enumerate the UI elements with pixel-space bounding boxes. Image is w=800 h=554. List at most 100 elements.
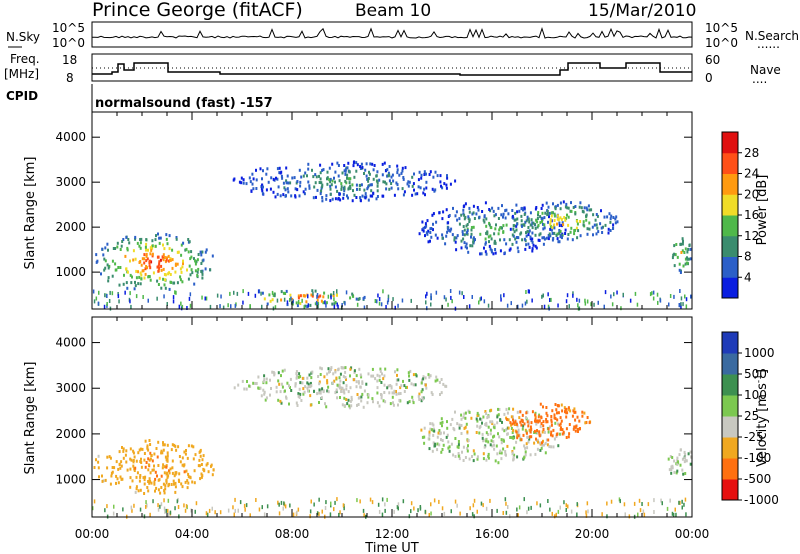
range-gate-cell [681, 249, 684, 253]
range-gate-cell [671, 456, 674, 459]
range-gate-cell [259, 167, 262, 171]
range-gate-cell [527, 217, 530, 221]
range-gate-cell [556, 411, 558, 415]
range-gate-cell [484, 423, 487, 426]
range-gate-cell [395, 382, 398, 386]
range-gate-cell [154, 470, 157, 474]
range-gate-cell [182, 241, 185, 245]
range-gate-cell [518, 505, 521, 510]
range-gate-cell [367, 198, 370, 202]
range-gate-cell [558, 432, 561, 436]
range-gate-cell [205, 248, 208, 252]
range-gate-cell [441, 439, 444, 442]
range-gate-cell [307, 389, 309, 393]
range-gate-cell [337, 164, 340, 167]
colorbar-step [722, 374, 738, 396]
range-gate-cell [387, 298, 390, 303]
range-gate-cell [318, 497, 320, 502]
range-gate-cell [457, 445, 460, 449]
range-gate-cell [477, 208, 480, 212]
range-gate-cell [351, 183, 354, 187]
range-gate-cell [526, 510, 528, 515]
range-gate-cell [320, 299, 323, 303]
range-gate-cell [470, 232, 473, 236]
time-tick-label: 20:00 [575, 527, 610, 541]
range-gate-cell [578, 427, 581, 431]
range-gate-cell [505, 223, 508, 227]
range-gate-cell [198, 458, 201, 462]
range-gate-cell [177, 445, 180, 449]
range-gate-cell [371, 194, 374, 198]
range-gate-cell [534, 415, 537, 419]
range-gate-cell [339, 396, 341, 399]
range-gate-cell [681, 242, 684, 246]
range-gate-cell [309, 381, 312, 385]
range-gate-cell [170, 483, 173, 486]
range-gate-cell [405, 386, 407, 389]
range-gate-cell [263, 378, 266, 381]
range-gate-cell [107, 276, 110, 280]
range-gate-cell [523, 237, 526, 241]
range-gate-cell [390, 186, 393, 190]
range-gate-cell [320, 367, 323, 371]
range-gate-cell [161, 466, 164, 470]
range-gate-cell [384, 502, 386, 507]
range-gate-cell [325, 197, 328, 201]
range-gate-cell [284, 188, 287, 192]
range-gate-cell [107, 279, 110, 283]
range-gate-cell [429, 374, 432, 378]
range-gate-cell [564, 228, 567, 232]
range-gate-cell [148, 264, 151, 268]
range-gate-cell [550, 418, 553, 422]
range-gate-cell [355, 161, 358, 165]
range-gate-cell [327, 294, 330, 299]
range-gate-cell [424, 509, 427, 514]
range-gate-cell [536, 438, 539, 442]
range-gate-cell [121, 446, 123, 449]
range-gate-cell [554, 207, 557, 211]
range-gate-cell [124, 254, 127, 258]
range-gate-cell [343, 187, 346, 191]
range-gate-cell [389, 384, 392, 387]
range-gate-cell [577, 229, 580, 233]
range-gate-cell [673, 470, 676, 474]
range-gate-cell [275, 390, 278, 394]
range-gate-cell [446, 420, 448, 424]
range-gate-cell [168, 287, 171, 291]
nsky-right-tick-top: 10^5 [705, 21, 738, 35]
range-gate-cell [524, 301, 527, 306]
range-gate-cell [299, 375, 302, 379]
range-gate-cell [288, 402, 290, 406]
range-gate-cell [333, 302, 336, 306]
range-gate-cell [557, 422, 559, 426]
range-gate-cell [466, 223, 469, 226]
range-gate-cell [174, 471, 177, 475]
nsky-line [91, 26, 693, 39]
range-gate-cell [472, 225, 475, 229]
range-gate-cell [417, 185, 420, 189]
range-gate-cell [540, 446, 543, 450]
range-gate-cell [199, 477, 202, 481]
range-gate-cell [104, 259, 107, 263]
range-gate-cell [674, 507, 676, 512]
range-gate-cell [347, 161, 350, 165]
range-gate-cell [296, 304, 299, 308]
range-gate-cell [430, 296, 432, 301]
range-gate-cell [139, 474, 142, 477]
range-gate-cell [280, 382, 283, 386]
range-gate-cell [485, 224, 488, 228]
range-gate-cell [574, 205, 577, 208]
range-gate-cell [145, 500, 147, 505]
range-gate-cell [189, 303, 192, 308]
station-title: Prince George (fitACF) [92, 0, 303, 21]
range-gate-cell [466, 430, 469, 434]
range-gate-cell [559, 427, 562, 431]
range-gate-cell [517, 513, 519, 518]
range-gate-cell [418, 170, 421, 174]
range-gate-cell [534, 233, 537, 237]
range-gate-cell [335, 388, 338, 392]
range-gate-cell [686, 250, 689, 254]
range-gate-cell [331, 302, 334, 306]
range-gate-cell [166, 302, 168, 306]
